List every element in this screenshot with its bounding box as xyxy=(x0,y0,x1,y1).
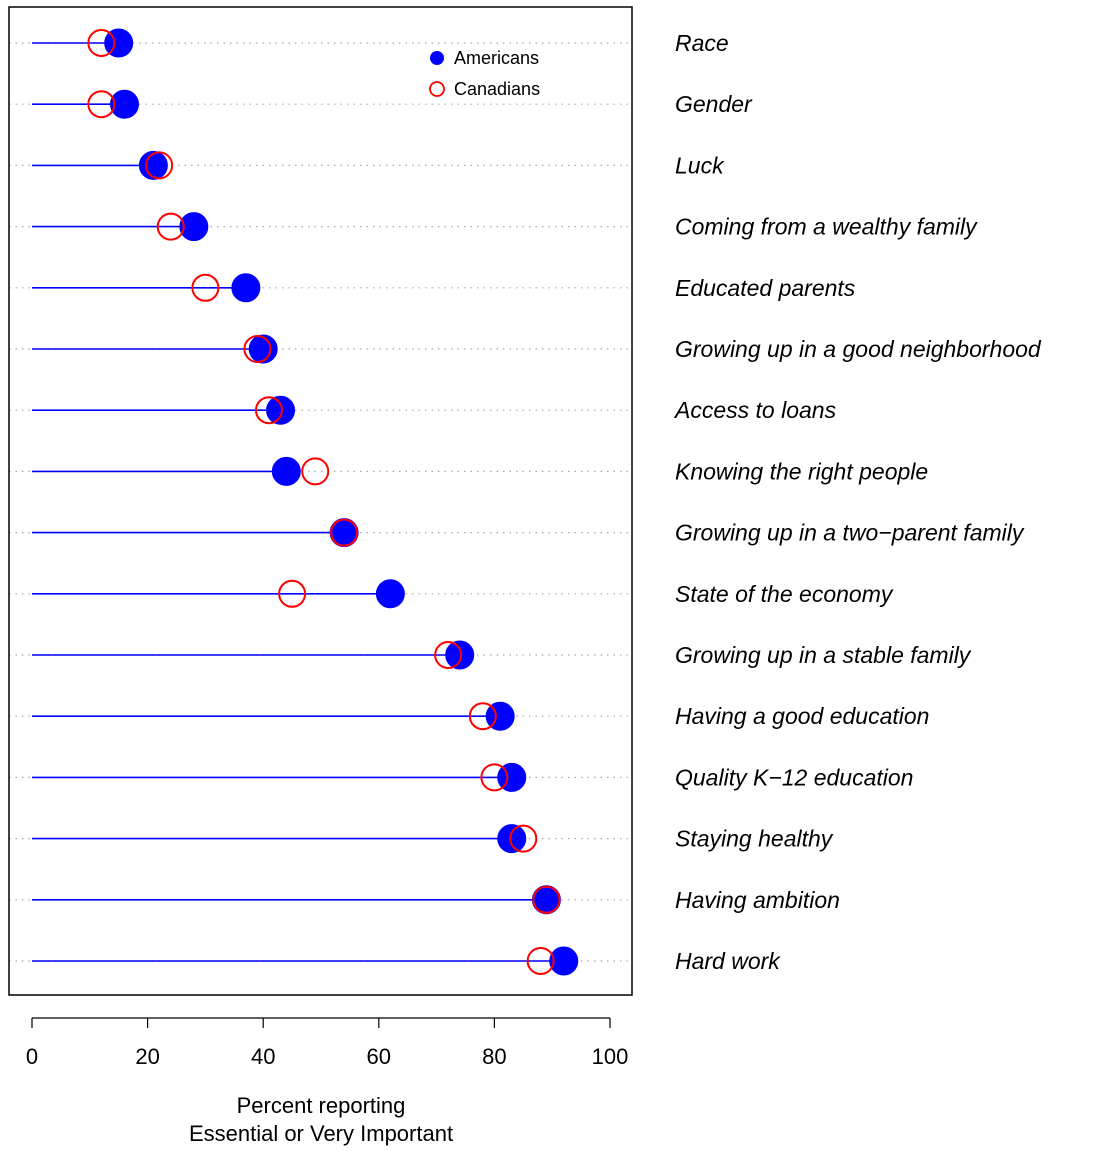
canadians-point xyxy=(191,273,220,302)
americans-point xyxy=(271,456,301,486)
canadians-point xyxy=(468,702,497,731)
category-label: Having ambition xyxy=(675,887,840,913)
category-label: Having a good education xyxy=(675,703,929,729)
data-points xyxy=(87,28,579,976)
x-tick-label: 100 xyxy=(592,1044,629,1069)
x-tick-label: 20 xyxy=(135,1044,159,1069)
canadians-point xyxy=(480,763,509,792)
stems xyxy=(32,42,564,962)
canadians-point xyxy=(254,396,283,425)
canadians-point xyxy=(145,151,174,180)
canadians-point xyxy=(87,90,116,119)
x-axis: 0 20 40 60 80 100 xyxy=(26,1017,629,1069)
canadians-point xyxy=(87,29,116,57)
canadians-point xyxy=(509,824,538,853)
canadians-point xyxy=(301,457,330,486)
americans-point xyxy=(266,395,296,425)
americans-point xyxy=(375,579,405,609)
legend-label-canadians: Canadians xyxy=(454,79,540,99)
legend-marker-americans xyxy=(430,51,444,65)
americans-point xyxy=(497,824,527,854)
canadians-point xyxy=(526,947,555,975)
legend-label-americans: Americans xyxy=(454,48,539,68)
category-label: Gender xyxy=(675,91,753,117)
category-label: Access to loans xyxy=(673,397,837,423)
category-label: Growing up in a stable family xyxy=(675,642,972,668)
x-tick-label: 80 xyxy=(482,1044,506,1069)
category-label: Knowing the right people xyxy=(675,458,928,484)
category-label: Growing up in a two−parent family xyxy=(675,520,1025,546)
americans-point xyxy=(179,212,209,242)
category-label: Race xyxy=(675,30,729,56)
category-label: Growing up in a good neighborhood xyxy=(675,336,1042,362)
americans-point xyxy=(549,946,579,976)
canadians-point xyxy=(243,335,272,363)
americans-point xyxy=(138,150,168,180)
category-label: Coming from a wealthy family xyxy=(675,214,978,240)
americans-point xyxy=(109,89,139,119)
americans-point xyxy=(445,640,475,670)
legend-marker-canadians xyxy=(429,81,445,97)
legend: Americans Canadians xyxy=(429,48,540,99)
x-tick-label: 40 xyxy=(251,1044,275,1069)
canadians-point xyxy=(278,579,307,608)
canadians-point xyxy=(156,212,185,241)
x-tick-label: 60 xyxy=(367,1044,391,1069)
americans-point xyxy=(248,334,278,364)
category-label: Staying healthy xyxy=(675,826,834,852)
canadians-point xyxy=(330,518,359,547)
grid-lines xyxy=(9,42,632,962)
category-label: Educated parents xyxy=(675,275,856,301)
canadians-point xyxy=(434,641,463,669)
x-tick-label: 0 xyxy=(26,1044,38,1069)
plot-frame xyxy=(8,6,633,996)
category-labels: Race Gender Luck Coming from a wealthy fami… xyxy=(673,30,1042,974)
canadians-point xyxy=(532,885,561,914)
category-label: Luck xyxy=(675,152,725,178)
category-label: Quality K−12 education xyxy=(675,764,913,790)
americans-point xyxy=(231,273,261,303)
category-label: State of the economy xyxy=(675,581,894,607)
x-axis-title-line1: Percent reporting xyxy=(237,1093,406,1118)
category-label: Hard work xyxy=(675,948,781,974)
x-axis-title-line2: Essential or Very Important xyxy=(189,1121,453,1146)
